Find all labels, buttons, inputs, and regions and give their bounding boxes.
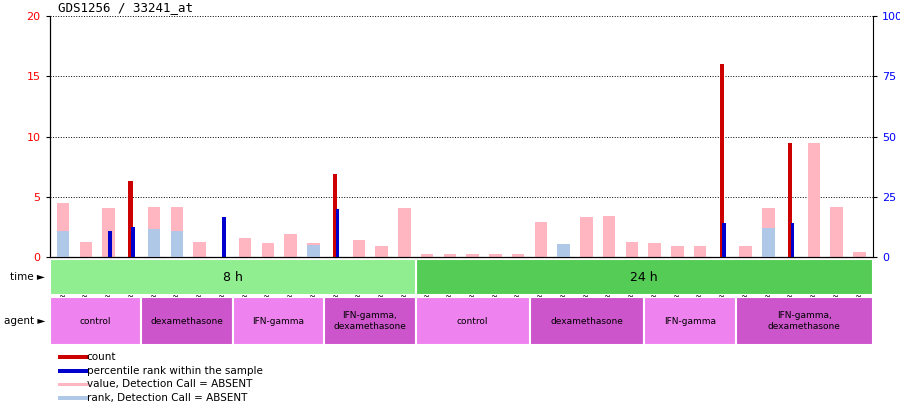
Bar <box>129 181 132 257</box>
Bar <box>262 243 274 257</box>
Bar <box>807 143 820 257</box>
Bar <box>466 254 479 257</box>
Bar <box>353 240 365 257</box>
Bar <box>58 396 89 400</box>
Text: count: count <box>86 352 116 362</box>
Bar <box>194 241 206 257</box>
Text: agent ►: agent ► <box>4 316 45 326</box>
Bar <box>557 244 570 257</box>
Bar <box>720 64 724 257</box>
Text: 24 h: 24 h <box>630 271 658 284</box>
Bar <box>489 254 501 257</box>
Bar <box>333 174 338 257</box>
Bar <box>416 259 873 295</box>
Bar <box>723 224 726 257</box>
Bar <box>603 216 616 257</box>
Text: control: control <box>457 317 489 326</box>
Text: IFN-gamma,
dexamethasone: IFN-gamma, dexamethasone <box>333 311 406 331</box>
Bar <box>444 254 456 257</box>
Bar <box>148 207 160 257</box>
Bar <box>58 369 89 373</box>
Bar <box>648 243 661 257</box>
Text: rank, Detection Call = ABSENT: rank, Detection Call = ABSENT <box>86 393 247 403</box>
Bar <box>79 241 92 257</box>
Bar <box>50 297 141 345</box>
Bar <box>324 297 416 345</box>
Text: dexamethasone: dexamethasone <box>551 317 624 326</box>
Bar <box>307 243 320 257</box>
Bar <box>171 207 183 257</box>
Bar <box>171 231 183 257</box>
Bar <box>50 259 416 295</box>
Bar <box>58 355 89 359</box>
Bar <box>57 231 69 257</box>
Text: control: control <box>79 317 111 326</box>
Bar <box>148 230 160 257</box>
Bar <box>762 208 775 257</box>
Bar <box>416 297 530 345</box>
Bar <box>853 252 866 257</box>
Text: GDS1256 / 33241_at: GDS1256 / 33241_at <box>58 1 194 14</box>
Bar <box>398 208 410 257</box>
Bar <box>131 227 134 257</box>
Bar <box>284 234 297 257</box>
Bar <box>512 254 525 257</box>
Text: time ►: time ► <box>10 272 45 282</box>
Bar <box>762 228 775 257</box>
Bar <box>103 208 115 257</box>
Text: IFN-gamma: IFN-gamma <box>252 317 304 326</box>
Bar <box>791 224 794 257</box>
Bar <box>671 246 684 257</box>
Text: 8 h: 8 h <box>222 271 242 284</box>
Bar <box>530 297 644 345</box>
Bar <box>535 222 547 257</box>
Text: IFN-gamma,
dexamethasone: IFN-gamma, dexamethasone <box>768 311 841 331</box>
Bar <box>694 246 706 257</box>
Bar <box>421 254 434 257</box>
Bar <box>375 246 388 257</box>
Text: dexamethasone: dexamethasone <box>150 317 223 326</box>
Bar <box>222 217 226 257</box>
Text: value, Detection Call = ABSENT: value, Detection Call = ABSENT <box>86 379 252 390</box>
Bar <box>736 297 873 345</box>
Bar <box>788 143 792 257</box>
Bar <box>57 203 69 257</box>
Bar <box>108 231 112 257</box>
Bar <box>58 383 89 386</box>
Bar <box>740 246 752 257</box>
Bar <box>307 245 320 257</box>
Bar <box>141 297 232 345</box>
Bar <box>238 238 251 257</box>
Bar <box>336 209 339 257</box>
Bar <box>626 241 638 257</box>
Bar <box>644 297 736 345</box>
Bar <box>580 217 592 257</box>
Bar <box>232 297 324 345</box>
Bar <box>557 244 570 257</box>
Bar <box>831 207 843 257</box>
Text: IFN-gamma: IFN-gamma <box>664 317 716 326</box>
Text: percentile rank within the sample: percentile rank within the sample <box>86 366 263 376</box>
